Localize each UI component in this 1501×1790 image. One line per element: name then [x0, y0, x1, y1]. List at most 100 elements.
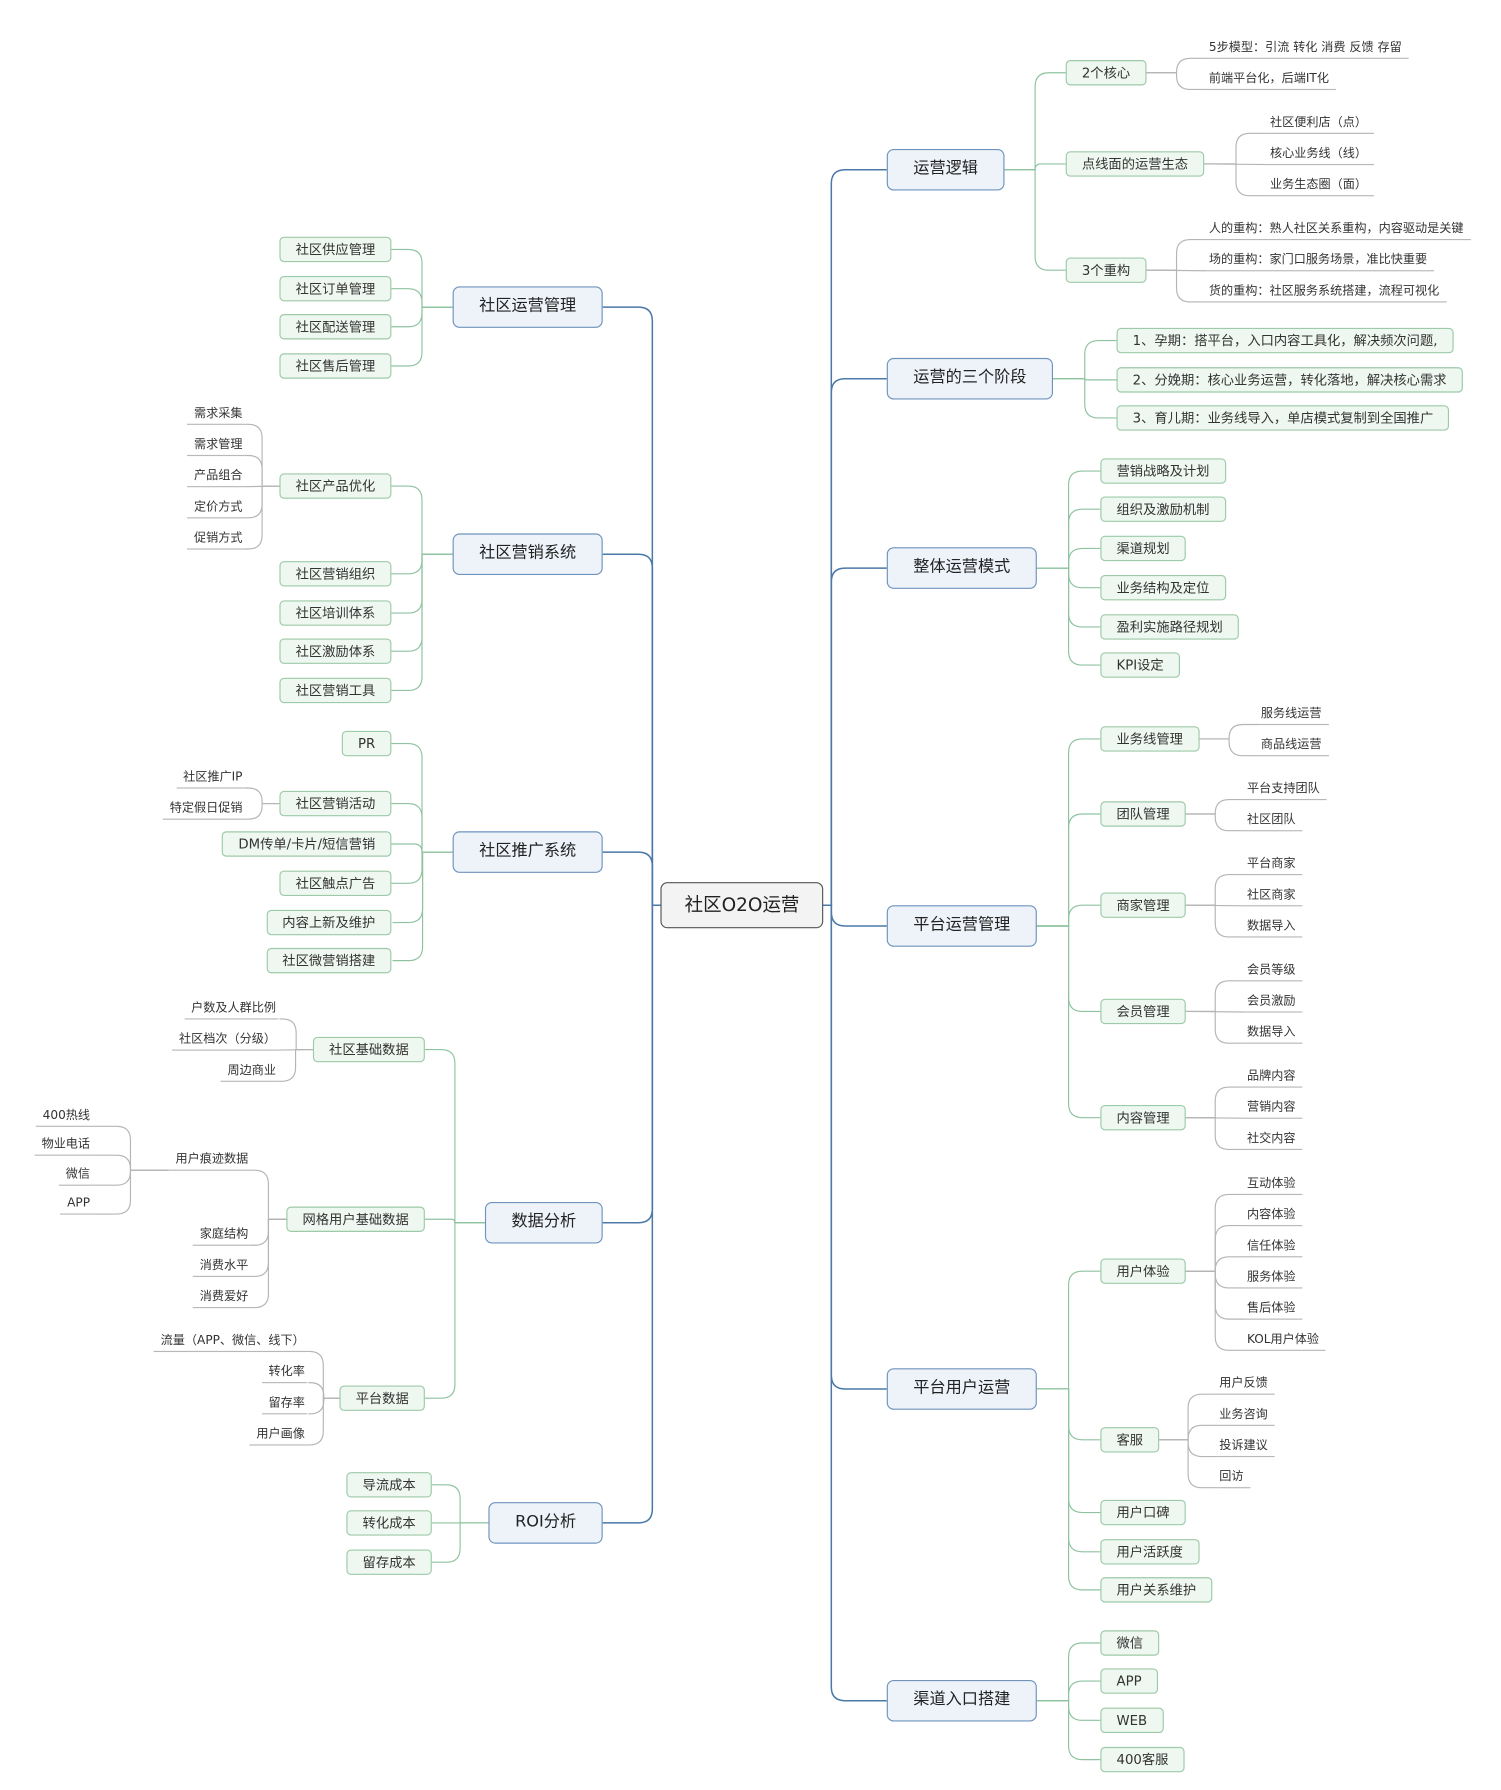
sub-node[interactable]: 社区基础数据 [312, 1036, 425, 1063]
sub-node[interactable]: 客服 [1100, 1427, 1160, 1453]
leaf-node[interactable]: 用户画像 [249, 1426, 308, 1446]
sub-node[interactable]: DM传单/卡片/短信营销 [222, 831, 392, 857]
sub-node[interactable]: 组织及激励机制 [1100, 496, 1226, 522]
leaf-node[interactable]: 消费水平 [192, 1257, 251, 1277]
leaf-node[interactable]: 社交内容 [1244, 1130, 1303, 1150]
sub-node[interactable]: 网格用户基础数据 [286, 1206, 425, 1232]
sub-node[interactable]: 2、分娩期：核心业务运营，转化落地，解决核心需求 [1116, 367, 1463, 393]
sub-node[interactable]: 导流成本 [346, 1472, 432, 1498]
sub-node[interactable]: 社区营销工具 [279, 677, 392, 704]
sub-node[interactable]: 3个重构 [1065, 257, 1147, 283]
leaf-node[interactable]: APP [60, 1195, 93, 1215]
leaf-node[interactable]: 微信 [58, 1166, 93, 1186]
leaf-node[interactable]: 社区商家 [1244, 887, 1303, 907]
sub-node[interactable]: APP [1100, 1668, 1158, 1694]
sub-node[interactable]: 社区订单管理 [279, 275, 392, 302]
leaf-node[interactable]: 流量（APP、微信、线下） [153, 1332, 308, 1353]
leaf-node[interactable]: 产品组合 [187, 468, 245, 488]
leaf-node[interactable]: 数据导入 [1244, 1024, 1303, 1044]
leaf-node[interactable]: 留存率 [261, 1395, 308, 1415]
branch-node[interactable]: 整体运营模式 [886, 547, 1037, 589]
leaf-node[interactable]: 营销内容 [1244, 1099, 1303, 1119]
sub-node[interactable]: 400客服 [1100, 1746, 1185, 1773]
leaf-node[interactable]: 品牌内容 [1244, 1068, 1303, 1088]
leaf-node[interactable]: 物业电话 [34, 1136, 93, 1156]
sub-node[interactable]: KPI设定 [1100, 652, 1180, 678]
sub-node[interactable]: 社区营销活动 [279, 790, 392, 817]
sub-node[interactable]: 会员管理 [1100, 998, 1186, 1025]
root-node[interactable]: 社区O2O运营 [660, 882, 824, 929]
sub-node[interactable]: 内容管理 [1100, 1104, 1186, 1131]
sub-node[interactable]: 社区产品优化 [279, 473, 392, 499]
sub-node[interactable]: 盈利实施路径规划 [1100, 614, 1239, 640]
leaf-node[interactable]: 平台商家 [1244, 856, 1303, 876]
leaf-node[interactable]: 商品线运营 [1258, 737, 1329, 757]
sub-node[interactable]: 用户活跃度 [1100, 1539, 1200, 1565]
leaf-node[interactable]: KOL用户体验 [1244, 1331, 1326, 1351]
sub-node[interactable]: 社区供应管理 [279, 236, 392, 263]
leaf-node[interactable]: 400热线 [35, 1107, 93, 1127]
sub-node[interactable]: 业务结构及定位 [1100, 574, 1226, 601]
sub-node[interactable]: 1、孕期：搭平台，入口内容工具化，解决频次问题, [1116, 327, 1454, 354]
branch-node[interactable]: 数据分析 [484, 1201, 603, 1244]
leaf-node[interactable]: 转化率 [261, 1364, 308, 1384]
leaf-node[interactable]: 促销方式 [187, 530, 245, 550]
leaf-node[interactable]: 售后体验 [1244, 1300, 1303, 1320]
leaf-node[interactable]: 特定假日促销 [162, 800, 245, 820]
branch-node[interactable]: 平台运营管理 [886, 905, 1037, 947]
leaf-node[interactable]: 社区推广IP [176, 769, 245, 789]
leaf-node[interactable]: 核心业务线（线） [1267, 145, 1374, 166]
sub-node[interactable]: 渠道规划 [1100, 535, 1186, 562]
leaf-node[interactable]: 户数及人群比例 [184, 1000, 279, 1020]
leaf-node[interactable]: 货的重构：社区服务系统搭建，流程可视化 [1206, 283, 1447, 303]
sub-node[interactable]: 社区微营销搭建 [266, 947, 392, 974]
sub-node[interactable]: 用户关系维护 [1100, 1577, 1213, 1603]
leaf-node[interactable]: 服务线运营 [1258, 705, 1329, 726]
sub-node[interactable]: 社区触点广告 [279, 870, 392, 896]
sub-node[interactable]: 商家管理 [1100, 892, 1186, 918]
leaf-node[interactable]: 数据导入 [1244, 918, 1303, 938]
leaf-node[interactable]: 业务咨询 [1216, 1406, 1275, 1426]
leaf-node[interactable]: 互动体验 [1244, 1175, 1303, 1196]
leaf-node[interactable]: 内容体验 [1244, 1207, 1303, 1227]
sub-node[interactable]: 社区售后管理 [279, 353, 392, 379]
leaf-node[interactable]: 社区档次（分级） [172, 1031, 279, 1051]
leaf-node[interactable]: 投诉建议 [1216, 1437, 1275, 1458]
leaf-node[interactable]: 社区便利店（点） [1267, 114, 1374, 134]
sub-node[interactable]: 社区配送管理 [279, 314, 392, 340]
sub-node[interactable]: 内容上新及维护 [266, 909, 392, 936]
branch-node[interactable]: 运营逻辑 [886, 148, 1005, 191]
leaf-node[interactable]: 用户反馈 [1216, 1375, 1275, 1395]
leaf-node[interactable]: 定价方式 [187, 499, 245, 519]
branch-node[interactable]: 渠道入口搭建 [886, 1679, 1037, 1722]
branch-node[interactable]: 社区推广系统 [452, 831, 603, 873]
sub-node[interactable]: 团队管理 [1100, 801, 1186, 827]
branch-node[interactable]: 运营的三个阶段 [886, 357, 1053, 400]
sub-node[interactable]: WEB [1100, 1707, 1164, 1734]
leaf-node[interactable]: 人的重构：熟人社区关系重构，内容驱动是关键 [1206, 221, 1471, 241]
leaf-node[interactable]: 需求采集 [187, 405, 245, 425]
sub-node[interactable]: 2个核心 [1065, 60, 1147, 86]
leaf-node[interactable]: 回访 [1216, 1469, 1251, 1489]
sub-node[interactable]: PR [341, 730, 392, 757]
leaf-node[interactable]: 需求管理 [187, 436, 245, 457]
sub-node[interactable]: 用户口碑 [1100, 1499, 1186, 1526]
branch-node[interactable]: 社区营销系统 [452, 533, 603, 575]
leaf-node[interactable]: 周边商业 [220, 1062, 279, 1082]
leaf-node[interactable]: 场的重构：家门口服务场景，准比快重要 [1206, 252, 1435, 272]
sub-node[interactable]: 留存成本 [346, 1549, 432, 1575]
sub-node[interactable]: 3、育儿期：业务线导入，单店模式复制到全国推广 [1116, 405, 1450, 431]
leaf-node[interactable]: 消费爱好 [192, 1289, 251, 1309]
sub-node[interactable]: 社区激励体系 [279, 638, 392, 664]
sub-node[interactable]: 业务线管理 [1100, 726, 1200, 752]
leaf-node[interactable]: 会员等级 [1244, 962, 1303, 982]
sub-node[interactable]: 营销战略及计划 [1100, 458, 1226, 484]
sub-node[interactable]: 转化成本 [346, 1510, 432, 1536]
leaf-node[interactable]: 业务生态圈（面） [1267, 177, 1374, 197]
sub-node[interactable]: 用户体验 [1100, 1258, 1186, 1284]
leaf-node[interactable]: 会员激励 [1244, 993, 1303, 1013]
sub-node[interactable]: 社区培训体系 [279, 600, 392, 626]
leaf-node[interactable]: 社区团队 [1244, 812, 1303, 832]
sub-node[interactable]: 平台数据 [339, 1385, 425, 1411]
branch-node[interactable]: ROI分析 [488, 1502, 603, 1544]
